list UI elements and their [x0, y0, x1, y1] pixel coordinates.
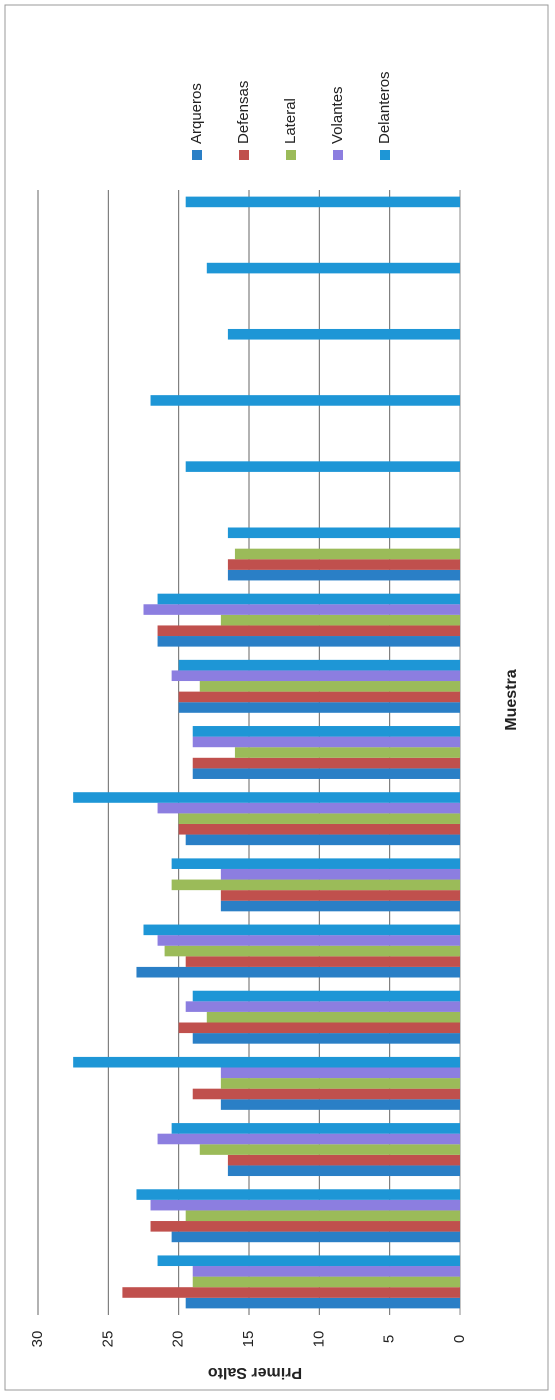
- y-tick-label: 15: [240, 1331, 257, 1348]
- bar: [136, 966, 460, 978]
- bar: [157, 935, 461, 946]
- bar: [192, 1276, 460, 1288]
- bar: [157, 1133, 461, 1145]
- bar: [206, 262, 460, 274]
- bar: [199, 1144, 460, 1155]
- bar: [178, 659, 460, 671]
- bar: [192, 1033, 460, 1044]
- bar: [220, 1067, 460, 1079]
- bar: [164, 945, 460, 957]
- y-tick-label: 20: [170, 1331, 187, 1348]
- bar: [227, 1154, 460, 1166]
- bar: [192, 1088, 460, 1100]
- bar: [220, 868, 460, 880]
- bar: [220, 890, 460, 901]
- bar: [150, 395, 461, 406]
- bar: [192, 736, 460, 748]
- legend-label: Delanteros: [376, 71, 393, 144]
- y-axis-title: Primer Salto: [208, 1364, 302, 1381]
- bar: [171, 1231, 460, 1243]
- bar: [234, 747, 460, 758]
- bar: [171, 858, 460, 869]
- bar: [227, 527, 460, 539]
- bar: [220, 1099, 460, 1110]
- bar: [185, 461, 460, 472]
- bar: [227, 569, 460, 581]
- bar: [157, 593, 461, 605]
- y-tick-label: 5: [381, 1335, 398, 1343]
- bar: [185, 1297, 460, 1309]
- bar: [178, 1022, 460, 1034]
- x-axis-title: Muestra: [503, 669, 520, 730]
- bar: [206, 1011, 460, 1023]
- bar: [220, 900, 460, 912]
- bar: [178, 823, 460, 835]
- bar: [136, 1189, 460, 1200]
- bar: [157, 802, 461, 814]
- legend-swatch: [333, 150, 343, 160]
- bar: [171, 1123, 460, 1134]
- legend-label: Lateral: [282, 98, 299, 144]
- bar: [73, 1056, 461, 1068]
- bar: [185, 196, 460, 208]
- legend-label: Volantes: [329, 86, 346, 144]
- bar: [192, 1266, 460, 1277]
- legend-label: Arqueros: [188, 83, 205, 144]
- bar: [185, 1210, 460, 1222]
- bar: [227, 328, 460, 340]
- bar: [157, 636, 461, 647]
- bar: [143, 604, 460, 615]
- bar: [150, 1199, 461, 1211]
- bar: [122, 1287, 461, 1298]
- bar: [192, 990, 460, 1002]
- legend-swatch: [239, 150, 249, 160]
- bar: [185, 956, 460, 967]
- bar: [185, 1001, 460, 1012]
- legend-label: Defensas: [235, 81, 252, 144]
- y-tick-label: 10: [310, 1331, 327, 1348]
- bar: [157, 1255, 461, 1267]
- bar: [227, 1165, 460, 1177]
- bar: [171, 879, 460, 891]
- bar: [227, 559, 460, 570]
- y-tick-label: 0: [451, 1335, 468, 1343]
- bar: [192, 768, 460, 779]
- bar: [73, 792, 461, 803]
- bar: [199, 681, 460, 692]
- bar: [185, 834, 460, 846]
- bar: [178, 691, 460, 703]
- bar: [157, 625, 461, 637]
- legend-swatch: [192, 150, 202, 160]
- bar: [220, 1078, 460, 1089]
- y-tick-label: 25: [99, 1331, 116, 1348]
- legend-swatch: [286, 150, 296, 160]
- bar: [178, 702, 460, 713]
- bar: [150, 1221, 461, 1232]
- bar: [171, 670, 460, 682]
- legend-swatch: [380, 150, 390, 160]
- bar: [178, 813, 460, 824]
- y-tick-label: 30: [29, 1331, 46, 1348]
- bar: [192, 757, 460, 769]
- bar: [143, 924, 460, 936]
- bar: [192, 726, 460, 737]
- bar: [234, 548, 460, 560]
- bar: [220, 614, 460, 626]
